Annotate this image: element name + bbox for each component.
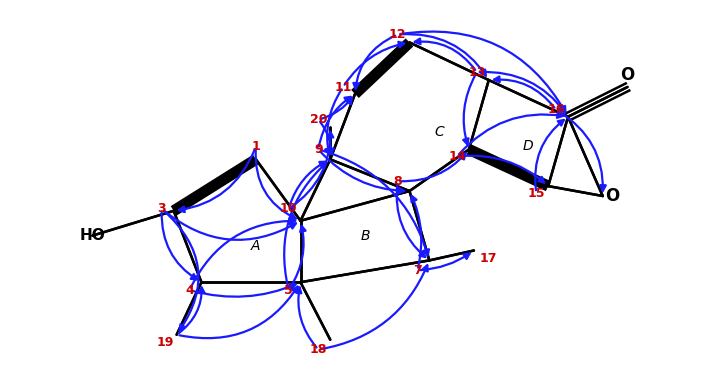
Text: 16: 16 [547, 103, 565, 116]
Text: 5: 5 [284, 284, 293, 297]
Text: 17: 17 [480, 252, 498, 265]
Text: 15: 15 [528, 187, 545, 200]
Text: 9: 9 [314, 143, 322, 156]
Text: 18: 18 [310, 343, 327, 356]
Text: 12: 12 [389, 28, 406, 41]
Text: 13: 13 [468, 65, 486, 79]
Text: 1: 1 [251, 140, 261, 153]
Text: 19: 19 [156, 336, 173, 349]
Text: D: D [523, 140, 534, 153]
Text: 3: 3 [158, 202, 166, 215]
Text: C: C [435, 125, 444, 139]
Text: B: B [360, 229, 370, 243]
Text: 14: 14 [448, 150, 466, 163]
Text: 8: 8 [393, 175, 402, 188]
Text: 4: 4 [185, 284, 194, 297]
Text: HO: HO [80, 228, 105, 243]
Text: A: A [251, 239, 261, 252]
Text: O: O [621, 66, 635, 84]
Text: 11: 11 [334, 80, 352, 94]
Text: 10: 10 [280, 202, 297, 215]
Text: 7: 7 [413, 264, 422, 277]
Text: O: O [606, 187, 620, 205]
Text: 20: 20 [310, 113, 327, 126]
